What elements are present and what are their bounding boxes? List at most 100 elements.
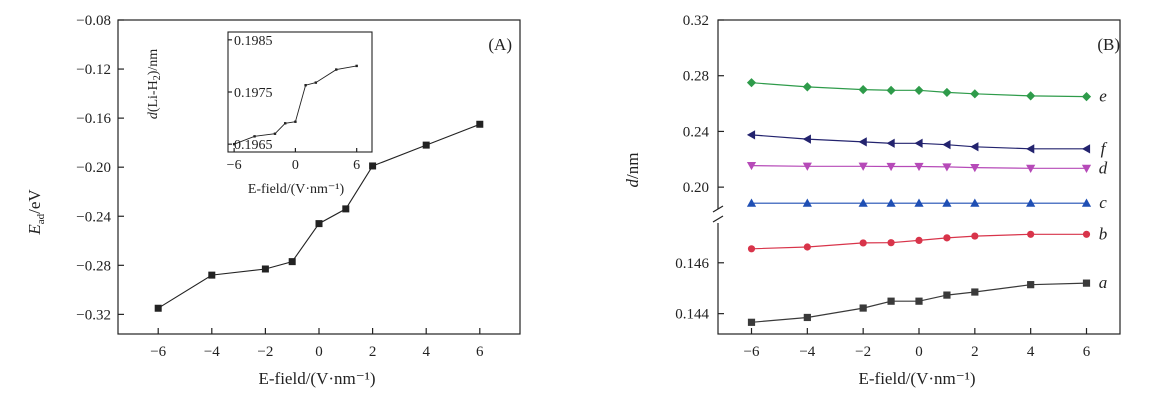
panel-b-ylabel-main: d bbox=[623, 178, 642, 187]
panel-b-point-e bbox=[886, 85, 896, 95]
panel-b-point-f bbox=[914, 138, 923, 148]
panel-b-point-f bbox=[858, 137, 867, 147]
panel-b-ylabel: d/nm bbox=[623, 153, 642, 188]
panel-b-ytick-label: 0.144 bbox=[675, 307, 709, 323]
panel-a-ytick-label: −0.20 bbox=[76, 160, 111, 176]
inset-frame bbox=[227, 31, 373, 153]
inset-xtick-label: −6 bbox=[227, 158, 242, 173]
panel-a-ylabel: Ead/eV bbox=[25, 189, 47, 236]
panel-b-point-d bbox=[886, 162, 896, 172]
panel-a-ytick-label: −0.24 bbox=[76, 209, 111, 225]
inset-ytick-label: 0.1975 bbox=[234, 86, 273, 101]
panel-b-ytick-label: 0.28 bbox=[683, 69, 709, 85]
panel-a-point bbox=[476, 120, 484, 128]
inset-ytick-label: 0.1985 bbox=[234, 34, 273, 49]
panel-b-point-e bbox=[858, 85, 868, 95]
panel-b-label: (B) bbox=[1097, 35, 1120, 54]
panel-b-point-a bbox=[943, 291, 951, 299]
panel-a-point bbox=[342, 205, 350, 213]
inset-xtick-label: 6 bbox=[353, 158, 360, 173]
panel-b-point-d bbox=[942, 163, 952, 172]
panel-a-xtick-label: 6 bbox=[476, 344, 484, 360]
panel-b-break-mark bbox=[712, 215, 724, 223]
panel-a-xtick-label: −6 bbox=[150, 344, 166, 360]
panel-a-ytick-label: −0.16 bbox=[76, 111, 111, 127]
panel-b-point-f bbox=[970, 142, 979, 152]
inset-point bbox=[283, 122, 287, 125]
panel-a-ytick-label: −0.28 bbox=[76, 258, 111, 274]
panel-b-point-e bbox=[970, 89, 980, 99]
panel-b-point-c bbox=[914, 198, 924, 207]
panel-b-xtick-label: −4 bbox=[799, 344, 815, 360]
panel-b-frame bbox=[717, 19, 1121, 335]
panel-b-point-e bbox=[914, 85, 924, 95]
chart-marks: −6 −4 −2 0 2 4 6 −0.08 −0.12 −0.16 −0.20 −0.24 −0.28… bbox=[76, 13, 1121, 360]
panel-a-ylabel-main: E bbox=[25, 224, 44, 236]
panel-b-point-a bbox=[747, 318, 756, 326]
panel-b-ytick-label: 0.24 bbox=[683, 124, 710, 140]
panel-a-ylabel-unit: /eV bbox=[25, 189, 44, 214]
panel-a-point bbox=[422, 141, 430, 149]
panel-b-point-c bbox=[802, 198, 812, 207]
inset-point bbox=[314, 81, 318, 84]
panel-b-break-gap bbox=[712, 209, 724, 223]
panel-b-xtick-label: −2 bbox=[855, 344, 871, 360]
panel-b-point-b bbox=[971, 232, 979, 240]
panel-a-ytick-label: −0.12 bbox=[76, 62, 111, 78]
panel-b-series-label-e: e bbox=[1099, 87, 1107, 106]
panel-b-point-f bbox=[1081, 144, 1091, 154]
panel-b-point-d bbox=[746, 161, 757, 171]
panel-b-xtick-label: 0 bbox=[915, 344, 923, 360]
panel-a-ytick-label: −0.08 bbox=[76, 13, 111, 29]
inset-point bbox=[294, 120, 297, 123]
panel-b-xtick-label: 6 bbox=[1083, 344, 1091, 360]
panel-a-xtick-label: 0 bbox=[315, 344, 323, 360]
panel-b-point-f bbox=[886, 138, 895, 148]
inset-point bbox=[232, 142, 236, 146]
panel-b-point-d bbox=[1081, 164, 1092, 173]
panel-b-point-b bbox=[887, 239, 895, 247]
panel-a-xlabel: E-field/(V·nm⁻¹) bbox=[259, 369, 376, 388]
panel-b-break-mark bbox=[712, 205, 724, 213]
panel-b-point-b bbox=[859, 239, 867, 247]
panel-b-point-a bbox=[1082, 279, 1091, 287]
panel-b-series-label-a: a bbox=[1099, 273, 1108, 292]
panel-b-point-c bbox=[1026, 198, 1036, 207]
inset-ylabel-sub: 2 bbox=[152, 75, 163, 80]
panel-b-point-c bbox=[858, 198, 868, 207]
panel-b-point-b bbox=[803, 243, 811, 251]
panel-a-xtick-label: 2 bbox=[369, 344, 377, 360]
panel-b-point-d bbox=[914, 162, 924, 172]
inset-ylabel-unit: )/nm bbox=[146, 49, 161, 76]
inset-xtick-label: 0 bbox=[292, 158, 299, 173]
inset-point bbox=[304, 84, 307, 87]
panel-b-point-e bbox=[746, 78, 757, 88]
panel-b-xtick-label: 2 bbox=[971, 344, 979, 360]
panel-b-point-e bbox=[1026, 91, 1036, 101]
panel-b-point-f bbox=[1026, 144, 1035, 154]
panel-a-label: (A) bbox=[488, 35, 512, 54]
panel-b-point-b bbox=[943, 234, 951, 242]
inset-point bbox=[273, 132, 277, 135]
panel-b-ytick-label: 0.146 bbox=[675, 256, 709, 272]
panel-b-point-e bbox=[802, 82, 812, 92]
inset-ylabel-main: d bbox=[146, 111, 161, 119]
panel-b-point-c bbox=[886, 198, 896, 207]
panel-b-series-label-c: c bbox=[1099, 193, 1107, 212]
panel-b-point-a bbox=[1027, 281, 1035, 289]
inset-point bbox=[335, 68, 338, 71]
panel-b-point-d bbox=[858, 162, 868, 171]
panel-b-point-b bbox=[747, 245, 756, 253]
panel-b-xtick-label: −6 bbox=[744, 344, 760, 360]
panel-b-point-c bbox=[746, 198, 757, 207]
panel-a-xtick-label: −4 bbox=[204, 344, 220, 360]
panel-b-ytick-label: 0.32 bbox=[683, 13, 709, 29]
panel-b-xlabel: E-field/(V·nm⁻¹) bbox=[859, 369, 976, 388]
panel-a-ytick-label: −0.32 bbox=[76, 307, 111, 323]
panel-b-point-b bbox=[1082, 230, 1091, 238]
inset-point bbox=[355, 64, 358, 68]
inset-point bbox=[253, 135, 256, 138]
panel-b-point-a bbox=[971, 288, 979, 296]
panel-a-xtick-label: 4 bbox=[422, 344, 430, 360]
panel-a-point bbox=[288, 258, 296, 266]
